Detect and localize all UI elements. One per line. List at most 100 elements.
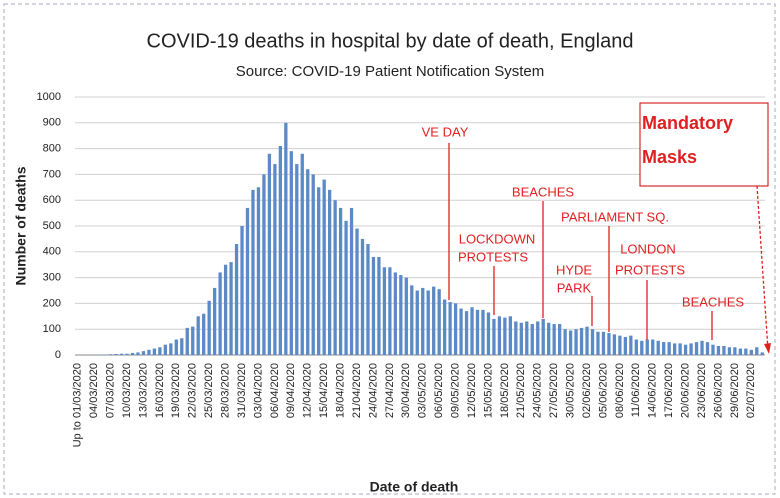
bar	[366, 244, 370, 355]
annotation-text: Mandatory	[642, 113, 733, 133]
bar	[328, 189, 332, 355]
x-tick-label: 24/05/2020	[532, 363, 544, 418]
bar	[530, 324, 534, 355]
x-tick-label: Up to 01/03/2020	[72, 363, 84, 447]
x-tick-label: 18/04/2020	[335, 363, 347, 418]
annotation-text: VE DAY	[422, 124, 469, 139]
bar	[152, 348, 157, 355]
x-tick-label: 30/04/2020	[400, 363, 412, 418]
bar	[459, 308, 463, 355]
x-tick-label: 03/04/2020	[252, 363, 264, 418]
bar	[163, 344, 167, 355]
annotation-arrow	[764, 343, 771, 354]
chart-subtitle: Source: COVID-19 Patient Notification Sy…	[236, 63, 544, 80]
bar	[519, 322, 523, 355]
bar	[492, 318, 496, 355]
bar	[295, 164, 299, 355]
bar	[629, 335, 633, 355]
x-tick-label: 09/05/2020	[450, 363, 462, 418]
bar	[426, 290, 430, 355]
bar	[760, 352, 764, 355]
bar	[218, 272, 222, 355]
bar	[558, 324, 562, 355]
bar	[651, 339, 655, 355]
x-tick-label: 19/03/2020	[170, 363, 182, 418]
bar	[421, 287, 425, 355]
bar	[278, 146, 282, 355]
bar	[256, 187, 261, 355]
bar	[349, 207, 354, 355]
annotation-line	[756, 185, 769, 351]
bar	[284, 122, 288, 355]
bar	[158, 347, 162, 355]
bar	[744, 348, 748, 355]
annotation-text: LONDON	[620, 241, 676, 256]
bar	[234, 244, 239, 355]
bar	[585, 326, 589, 355]
bar	[443, 299, 447, 355]
annotation-text: PARK	[557, 280, 592, 295]
x-tick-label: 21/05/2020	[515, 363, 527, 418]
bar	[722, 345, 726, 355]
bar	[678, 343, 682, 355]
y-tick-label: 0	[55, 349, 61, 361]
bar	[601, 331, 606, 355]
annotation-text: PARLIAMENT SQ.	[561, 209, 669, 224]
bar	[694, 342, 699, 355]
bar	[322, 179, 326, 355]
bar	[645, 339, 649, 355]
x-tick-label: 25/03/2020	[203, 363, 215, 418]
x-tick-label: 17/06/2020	[663, 363, 675, 418]
y-tick-label: 800	[43, 143, 61, 155]
x-tick-label: 31/03/2020	[236, 363, 248, 418]
bar	[673, 343, 677, 355]
y-tick-label: 200	[43, 297, 61, 309]
x-tick-label: 12/05/2020	[466, 363, 478, 418]
bar	[481, 309, 485, 355]
bar	[525, 321, 529, 355]
annotation-box	[639, 102, 769, 187]
y-tick-label: 700	[43, 168, 61, 180]
chart-title: COVID-19 deaths in hospital by date of d…	[147, 30, 634, 52]
y-tick-label: 900	[43, 117, 61, 129]
bar	[464, 311, 469, 355]
bar	[475, 309, 480, 355]
bar	[536, 321, 540, 355]
bar	[470, 307, 474, 355]
bar	[486, 312, 491, 355]
x-tick-label: 06/04/2020	[269, 363, 281, 418]
bar	[437, 289, 441, 355]
x-tick-label: 06/05/2020	[433, 363, 445, 418]
bar	[360, 238, 365, 355]
y-tick-label: 600	[43, 194, 61, 206]
bar	[136, 352, 140, 355]
x-tick-label: 05/06/2020	[597, 363, 609, 418]
x-tick-label: 27/04/2020	[384, 363, 396, 418]
bar	[333, 200, 337, 355]
x-tick-label: 22/03/2020	[187, 363, 199, 418]
bar	[618, 335, 622, 355]
x-tick-label: 28/03/2020	[220, 363, 232, 418]
bar	[300, 153, 304, 355]
bar	[705, 342, 710, 355]
bar	[338, 207, 343, 355]
bar	[191, 326, 195, 355]
bar	[108, 354, 113, 355]
bar	[497, 316, 502, 355]
x-tick-label: 26/06/2020	[712, 363, 724, 418]
bar	[141, 351, 146, 355]
bar	[213, 287, 217, 355]
frame	[3, 3, 776, 495]
bar	[251, 189, 255, 355]
bar	[196, 316, 200, 355]
bar	[579, 327, 584, 355]
bar	[733, 347, 737, 355]
bar	[749, 349, 753, 355]
bar	[640, 340, 644, 355]
x-tick-label: 14/06/2020	[647, 363, 659, 418]
bar	[623, 336, 627, 355]
y-tick-label: 400	[43, 246, 61, 258]
x-tick-label: 29/06/2020	[729, 363, 741, 418]
bar	[552, 324, 556, 355]
